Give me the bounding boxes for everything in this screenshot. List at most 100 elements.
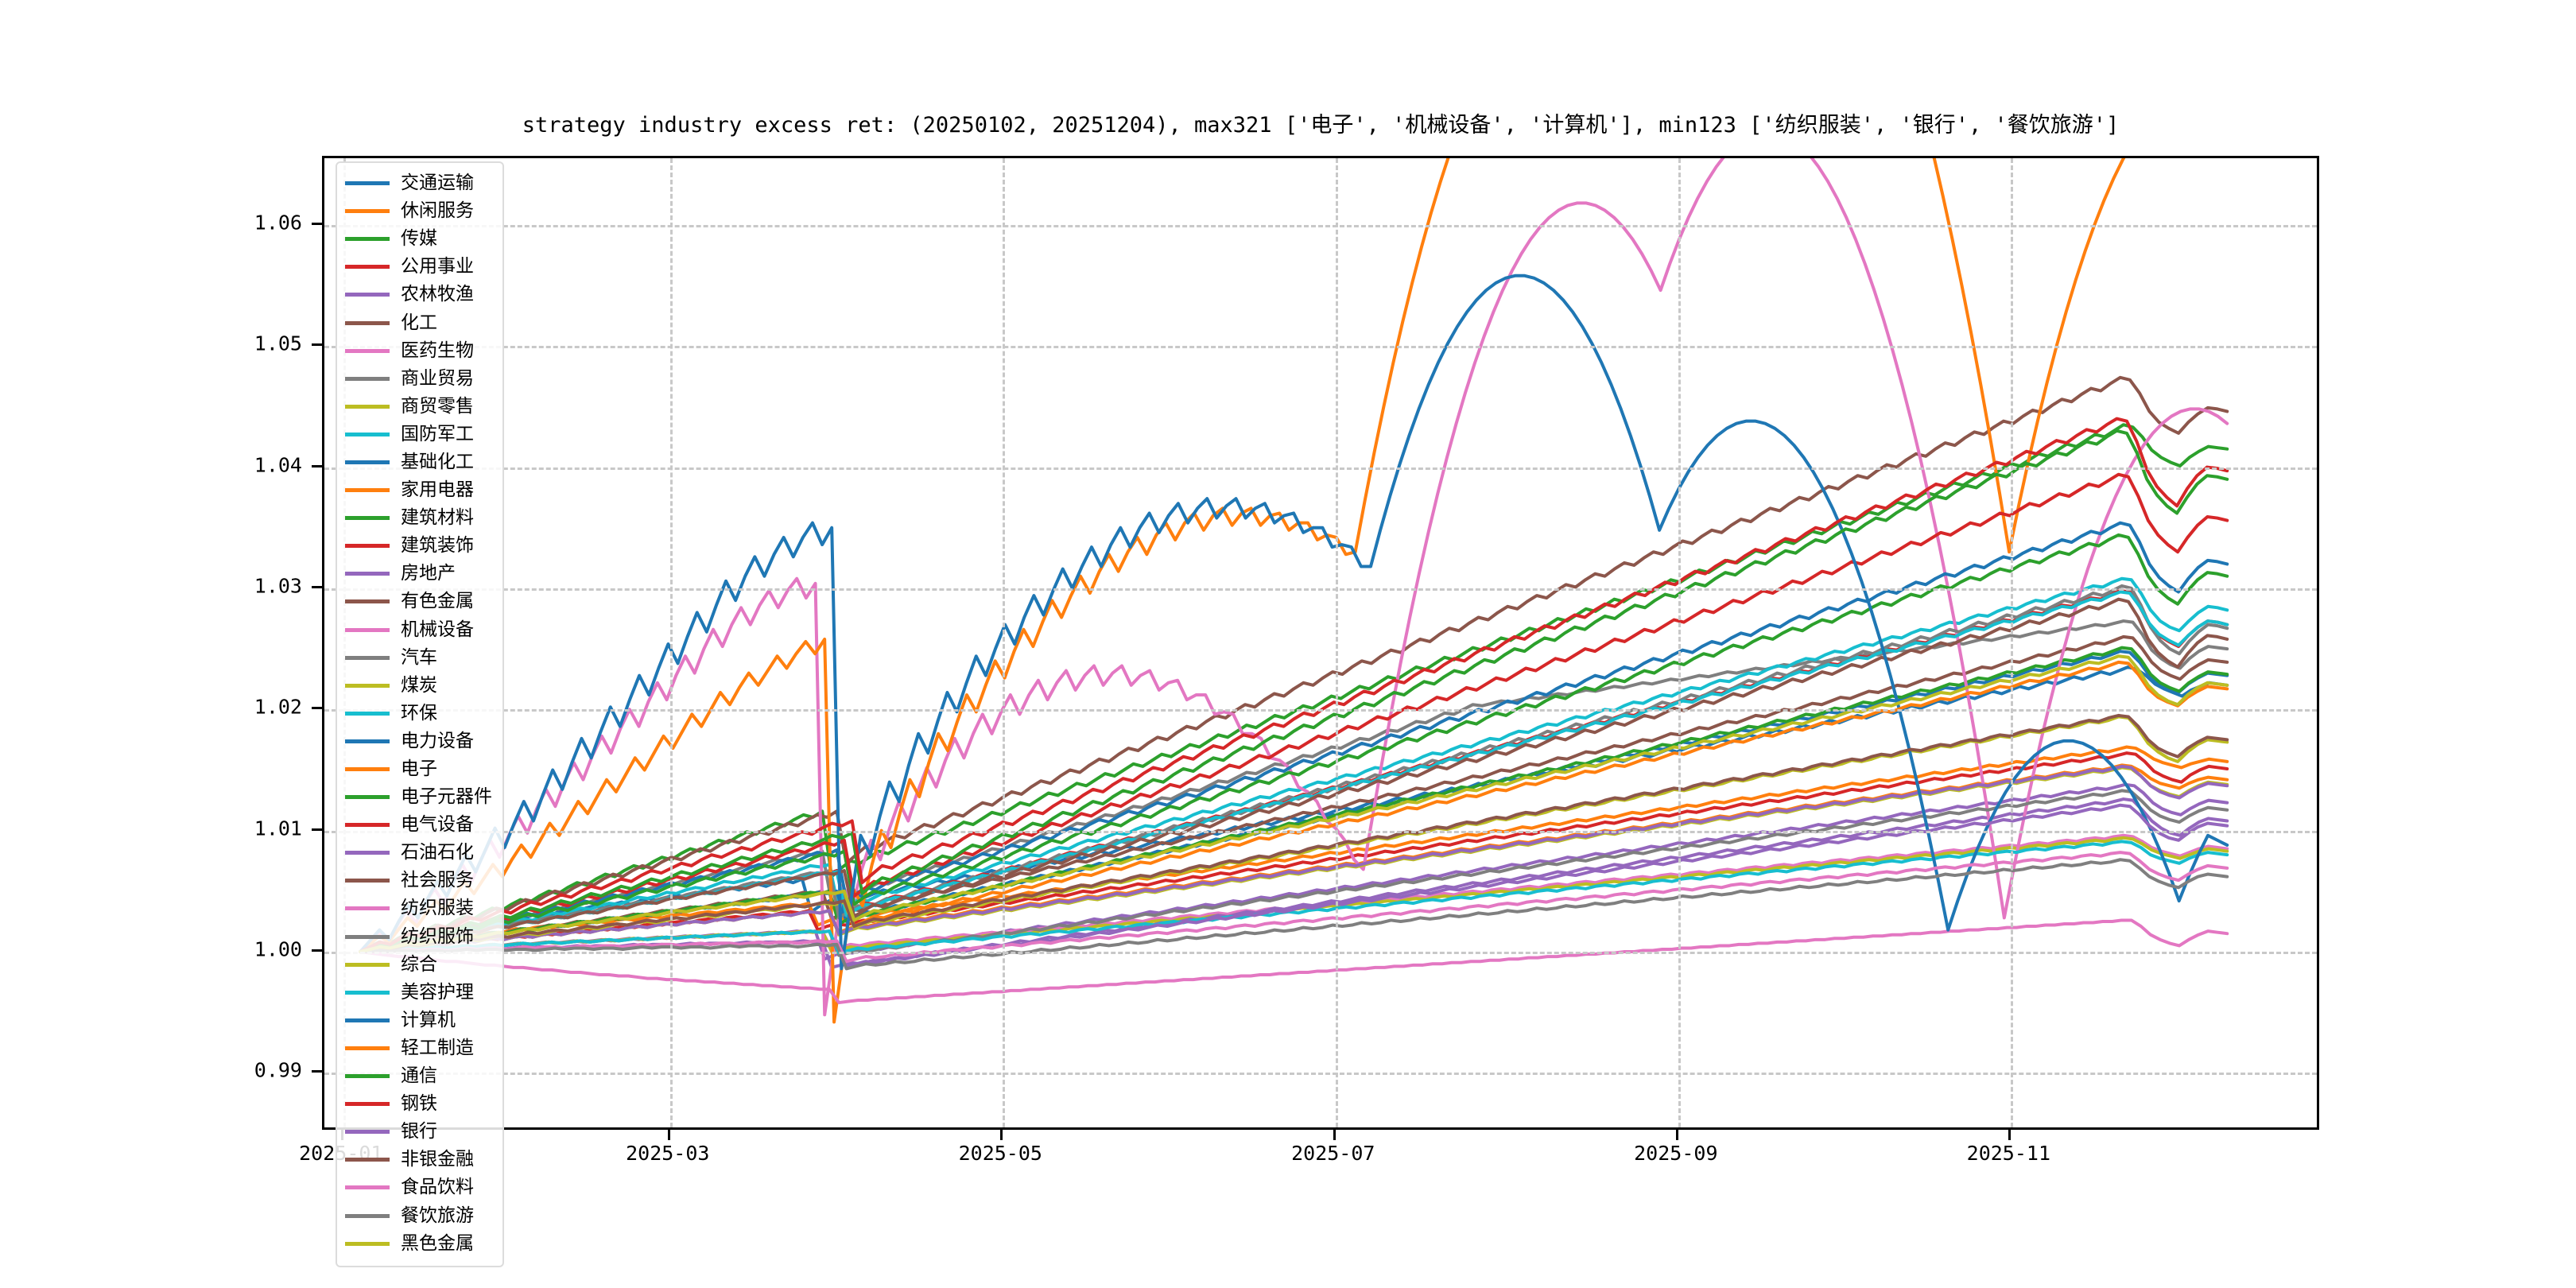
legend[interactable]: 交通运输休闲服务传媒公用事业 农林牧渔 化工 医药生物 商业贸易 商贸零售 国防军工基础化工…	[336, 161, 504, 1267]
plot-inner	[324, 158, 2317, 1127]
legend-item[interactable]: 交通运输	[345, 169, 495, 197]
legend-item[interactable]: 纺织服饰	[345, 923, 495, 951]
legend-item[interactable]: 医药生物	[345, 337, 495, 365]
legend-item[interactable]: 汽车	[345, 644, 495, 672]
legend-color-swatch	[345, 795, 390, 800]
gridline-h-1.02	[324, 709, 2317, 712]
legend-item-label: 电力设备	[401, 730, 474, 751]
legend-item-label: 国防军工	[401, 423, 474, 444]
y-tick-mark	[312, 828, 322, 831]
legend-item-label: 食品饮料	[401, 1177, 474, 1198]
legend-item[interactable]: 国防军工	[345, 421, 495, 448]
plot-axes	[322, 156, 2319, 1130]
x-tick-mark	[1000, 1130, 1003, 1140]
x-tick-mark	[2008, 1130, 2012, 1140]
legend-item[interactable]: 化工	[345, 308, 495, 336]
legend-item-label: 纺织服装	[401, 898, 474, 919]
legend-color-swatch	[345, 1241, 390, 1246]
legend-color-swatch	[345, 823, 390, 828]
legend-item[interactable]: 钢铁	[345, 1090, 495, 1118]
legend-item[interactable]: 房地产	[345, 560, 495, 588]
legend-item[interactable]: 电子	[345, 755, 495, 783]
legend-color-swatch	[345, 962, 390, 967]
legend-item[interactable]: 基础化工	[345, 448, 495, 476]
legend-item-label: 传媒	[401, 228, 437, 250]
legend-item-label: 建筑装饰	[401, 535, 474, 557]
legend-color-swatch	[345, 879, 390, 883]
legend-item[interactable]: 建筑装饰	[345, 532, 495, 560]
legend-item-label: 轻工制造	[401, 1037, 474, 1058]
legend-item-label: 钢铁	[401, 1093, 437, 1115]
legend-color-swatch	[345, 711, 390, 716]
y-tick-mark	[312, 222, 322, 225]
legend-item[interactable]: 黑色金属	[345, 1230, 495, 1258]
legend-item-label: 石油石化	[401, 842, 474, 863]
legend-item[interactable]: 社会服务	[345, 867, 495, 894]
legend-item-label: 有色金属	[401, 591, 474, 612]
legend-item[interactable]: 计算机	[345, 1007, 495, 1034]
legend-color-swatch	[345, 432, 390, 436]
y-tick-label: 1.03	[254, 574, 302, 598]
legend-color-swatch	[345, 572, 390, 576]
legend-item[interactable]: 环保	[345, 700, 495, 727]
legend-item[interactable]: 电子元器件	[345, 783, 495, 811]
y-tick-mark	[312, 343, 322, 347]
legend-color-swatch	[345, 851, 390, 855]
legend-item[interactable]: 机械设备	[345, 616, 495, 644]
legend-item-label: 餐饮旅游	[401, 1205, 474, 1226]
legend-item[interactable]: 食品饮料	[345, 1174, 495, 1201]
legend-color-swatch	[345, 655, 390, 660]
legend-item[interactable]: 煤炭	[345, 672, 495, 700]
legend-item-label: 计算机	[401, 1009, 456, 1030]
legend-item[interactable]: 商业贸易	[345, 365, 495, 393]
legend-item[interactable]: 轻工制造	[345, 1034, 495, 1062]
legend-color-swatch	[345, 1102, 390, 1107]
legend-item-label: 综合	[401, 953, 437, 975]
y-tick-mark	[312, 1070, 322, 1073]
legend-item-label: 汽车	[401, 646, 437, 668]
y-tick-mark	[312, 949, 322, 952]
legend-item[interactable]: 有色金属	[345, 588, 495, 615]
legend-item[interactable]: 综合	[345, 951, 495, 979]
legend-item[interactable]: 通信	[345, 1062, 495, 1090]
y-tick-label: 0.99	[254, 1058, 302, 1082]
legend-color-swatch	[345, 376, 390, 381]
legend-item[interactable]: 银行	[345, 1118, 495, 1146]
legend-item[interactable]: 餐饮旅游	[345, 1201, 495, 1229]
legend-item[interactable]: 电气设备	[345, 811, 495, 839]
legend-item[interactable]: 休闲服务	[345, 197, 495, 225]
legend-item[interactable]: 传媒	[345, 225, 495, 253]
legend-item[interactable]: 石油石化	[345, 839, 495, 867]
legend-item-label: 纺织服饰	[401, 925, 474, 947]
legend-item[interactable]: 建筑材料	[345, 504, 495, 532]
page-title: strategy industry excess ret: (20250102,…	[522, 113, 2120, 138]
legend-item[interactable]: 农林牧渔	[345, 281, 495, 308]
gridline-h-1.03	[324, 588, 2317, 591]
x-tick-mark	[1675, 1130, 1678, 1140]
legend-item[interactable]: 公用事业	[345, 253, 495, 281]
legend-item[interactable]: 美容护理	[345, 979, 495, 1007]
legend-color-swatch	[345, 209, 390, 214]
y-tick-mark	[312, 585, 322, 588]
legend-item-label: 银行	[401, 1121, 437, 1143]
legend-color-swatch	[345, 320, 390, 325]
y-tick-label: 1.02	[254, 695, 302, 719]
x-tick-mark	[1333, 1130, 1336, 1140]
legend-item-label: 房地产	[401, 563, 456, 584]
legend-item[interactable]: 纺织服装	[345, 894, 495, 922]
legend-item[interactable]: 非银金融	[345, 1146, 495, 1174]
gridline-v-2025-05	[1003, 158, 1006, 1127]
legend-item-label: 电气设备	[401, 814, 474, 836]
gridline-v-2025-11	[2011, 158, 2014, 1127]
legend-item-label: 社会服务	[401, 870, 474, 891]
legend-color-swatch	[345, 181, 390, 186]
y-tick-mark	[312, 464, 322, 467]
legend-item-label: 交通运输	[401, 173, 474, 194]
legend-item[interactable]: 家用电器	[345, 476, 495, 504]
legend-item[interactable]: 商贸零售	[345, 393, 495, 421]
legend-color-swatch	[345, 348, 390, 353]
x-tick-label: 2025-07	[1291, 1142, 1375, 1165]
legend-item[interactable]: 电力设备	[345, 727, 495, 755]
y-axis-tick-labels: 0.99 1.00 1.01 1.02 1.03 1.04 1.05 1.06	[191, 156, 302, 1130]
